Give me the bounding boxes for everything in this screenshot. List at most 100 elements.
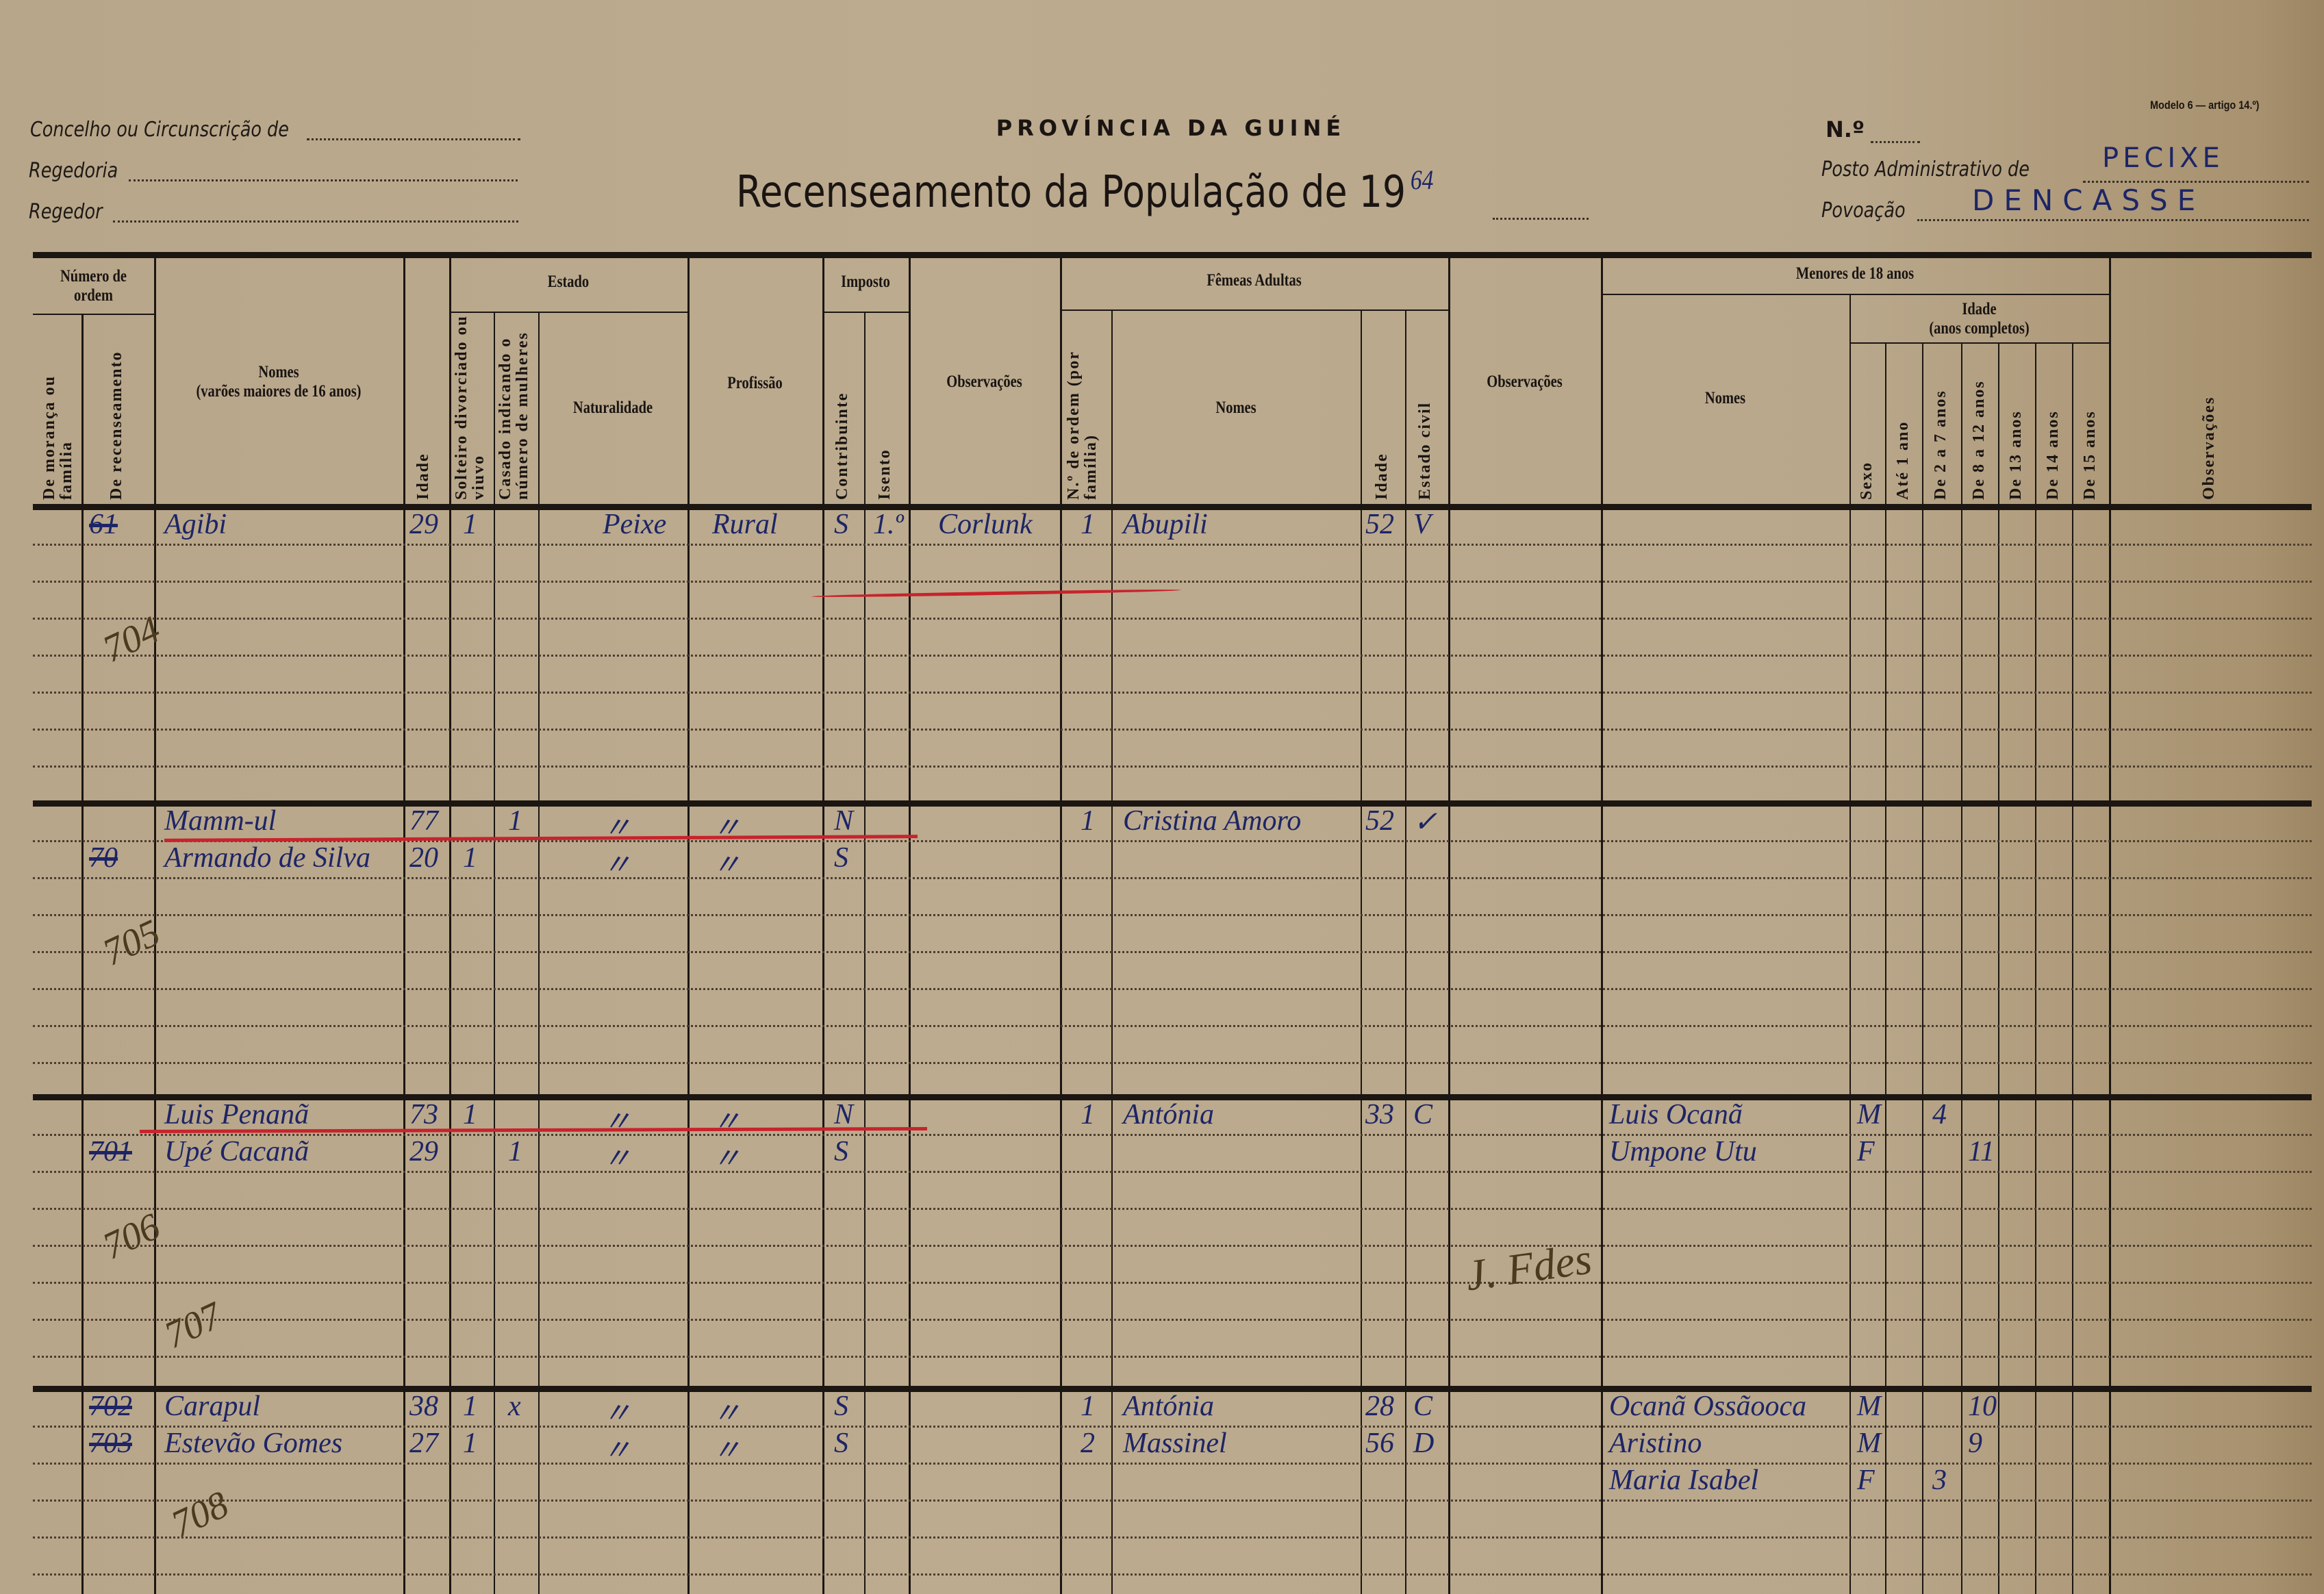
header-contribuinte: Contribuinte — [833, 392, 851, 500]
povoacao-value: DENCASSE — [1972, 184, 2206, 217]
header-m-sexo: Sexo — [1858, 461, 1875, 500]
header-m-nomes: Nomes — [1704, 389, 1746, 407]
minor-name: Aristino — [1609, 1428, 1702, 1459]
header-numero-ordem: Número de ordem — [60, 267, 127, 305]
man-name: Mamm-ul — [164, 805, 277, 837]
man-contribuinte: S — [834, 842, 848, 874]
woman-estado-civil: C — [1413, 1099, 1433, 1130]
povoacao-label: Povoação — [1821, 199, 1906, 223]
header-estado: Estado — [547, 273, 590, 291]
man-casado: 1 — [508, 805, 522, 837]
man-order: 702 — [89, 1391, 132, 1422]
man-contribuinte: S — [834, 1391, 848, 1422]
row-guide — [33, 1500, 2312, 1502]
row-guide — [33, 1134, 2312, 1136]
header-observacoes-2: Observações — [1487, 372, 1563, 391]
household-separator — [33, 800, 2312, 807]
row-guide — [33, 1463, 2312, 1465]
year-handwritten: 64 — [1410, 164, 1434, 195]
woman-name: Massinel — [1123, 1428, 1227, 1459]
row-guide — [33, 840, 2312, 842]
man-profissao: 〃 — [712, 813, 742, 844]
group-header-rule — [449, 312, 687, 313]
minor-2a7: 3 — [1932, 1465, 1947, 1496]
man-casado: x — [508, 1391, 521, 1422]
man-isento: 1.º — [873, 509, 904, 540]
header-m-15: De 15 anos — [2081, 410, 2099, 500]
woman-order: 1 — [1081, 805, 1095, 837]
column-divider — [909, 255, 911, 1594]
row-guide — [33, 581, 2312, 583]
header-nomes-sub: (varões maiores de 16 anos) — [196, 381, 362, 401]
row-guide — [33, 618, 2312, 620]
povoacao-field[interactable] — [1917, 219, 2309, 221]
man-profissao: 〃 — [712, 1143, 742, 1175]
man-profissao: 〃 — [712, 1398, 742, 1430]
man-naturalidade: 〃 — [603, 813, 632, 844]
man-name: Luis Penanã — [164, 1099, 310, 1130]
row-guide — [33, 914, 2312, 916]
column-divider — [449, 255, 451, 1594]
minor-sexo: M — [1857, 1391, 1881, 1422]
row-guide — [33, 1426, 2312, 1428]
regedoria-field[interactable] — [129, 179, 518, 181]
red-pencil-stroke — [811, 588, 1182, 598]
man-age: 27 — [409, 1428, 438, 1459]
woman-name: Antónia — [1123, 1391, 1214, 1422]
man-contribuinte: S — [834, 509, 848, 540]
signature: J. Fdes — [1462, 1234, 1595, 1300]
header-f-estado-civil: Estado civil — [1416, 401, 1434, 500]
row-guide — [33, 1025, 2312, 1027]
header-de-moranca: De morança ou família — [40, 375, 76, 500]
regedor-field[interactable] — [113, 220, 518, 223]
subcolumn-divider — [2035, 342, 2036, 1594]
row-guide — [33, 1356, 2312, 1358]
woman-age: 28 — [1365, 1391, 1394, 1422]
minor-sexo: M — [1857, 1099, 1881, 1130]
concelho-field[interactable] — [307, 138, 520, 140]
man-solteiro: 1 — [463, 1391, 477, 1422]
posto-field[interactable] — [2083, 181, 2309, 183]
man-profissao: 〃 — [712, 850, 742, 881]
subcolumn-divider — [1885, 342, 1886, 1594]
subcolumn-divider — [1961, 342, 1962, 1594]
column-divider — [2109, 255, 2111, 1594]
column-divider — [822, 255, 824, 1594]
posto-value: PECIXE — [2102, 142, 2224, 174]
row-guide — [33, 877, 2312, 879]
woman-estado-civil: ✓ — [1413, 807, 1438, 838]
man-name: Carapul — [164, 1391, 261, 1422]
row-guide — [33, 1062, 2312, 1064]
row-guide — [33, 951, 2312, 953]
man-profissao: Rural — [712, 509, 778, 540]
group-header-rule — [1849, 342, 2109, 344]
row-guide — [33, 1282, 2312, 1284]
row-guide — [33, 988, 2312, 990]
man-age: 29 — [409, 1136, 438, 1167]
pencil-number: 707 — [157, 1294, 229, 1357]
household-separator — [33, 504, 2312, 510]
header-f-ordem: N.º de ordem (por família) — [1065, 351, 1100, 500]
row-guide — [33, 1208, 2312, 1210]
header-m-8a12: De 8 a 12 anos — [1970, 380, 1988, 500]
model-label: Modelo 6 — artigo 14.º) — [2150, 99, 2260, 112]
man-order: 61 — [89, 509, 118, 540]
number-label: N.º — [1826, 116, 1865, 142]
header-casado: Casado indicando o número de mulheres — [496, 331, 532, 500]
header-f-nomes: Nomes — [1215, 398, 1256, 417]
man-order: 703 — [89, 1428, 132, 1459]
number-field[interactable] — [1871, 141, 1920, 143]
table-top-rule — [33, 252, 2312, 258]
header-solteiro: Solteiro divorciado ou viuvo — [453, 315, 488, 500]
woman-estado-civil: V — [1413, 509, 1431, 540]
woman-order: 1 — [1081, 509, 1095, 540]
column-divider — [81, 314, 84, 1594]
man-name: Upé Cacanã — [164, 1136, 310, 1167]
group-header-rule — [33, 314, 154, 315]
header-isento: Isento — [876, 448, 894, 500]
man-name: Armando de Silva — [164, 842, 370, 874]
woman-age: 52 — [1365, 805, 1394, 837]
woman-age: 52 — [1365, 509, 1394, 540]
minor-name: Luis Ocanã — [1609, 1099, 1743, 1130]
man-contribuinte: S — [834, 1428, 848, 1459]
